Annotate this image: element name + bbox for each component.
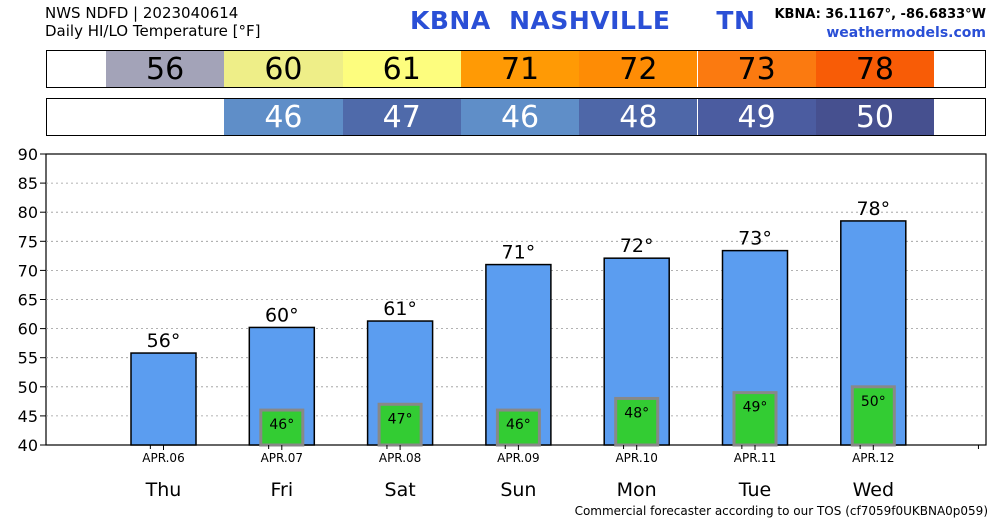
- y-tick-label: 50: [18, 378, 38, 397]
- low-temp-bar: [732, 391, 778, 447]
- y-tick-label: 75: [18, 232, 38, 251]
- high-temp-bar: [130, 352, 197, 446]
- high-temp-strip: 56 60 61 71 72 73 78: [46, 50, 986, 88]
- low-temp-label: 49°: [743, 400, 768, 416]
- y-tick-label: 80: [18, 203, 38, 222]
- y-tick-label: 40: [18, 436, 38, 455]
- low-temp-label: 46°: [269, 417, 294, 433]
- site-link[interactable]: weathermodels.com: [826, 25, 986, 41]
- coords-label: KBNA: 36.1167°, -86.6833°W: [774, 7, 986, 22]
- low-temp-label: 47°: [388, 411, 413, 427]
- high-temp-label: 56°: [147, 330, 181, 352]
- low-temp-label: 48°: [624, 405, 649, 421]
- y-tick-label: 85: [18, 174, 38, 193]
- high-temp-label: 73°: [738, 228, 772, 250]
- footer-note: Commercial forecaster according to our T…: [574, 504, 988, 518]
- y-tick-label: 60: [18, 320, 38, 339]
- date-label: APR.11: [734, 451, 776, 465]
- date-label: APR.09: [497, 451, 539, 465]
- day-label: Sat: [385, 479, 416, 501]
- header-right: KBNA: 36.1167°, -86.6833°W weathermodels…: [774, 6, 986, 42]
- low-temp-bar: [614, 396, 660, 447]
- day-label: Sun: [500, 479, 536, 501]
- date-label: APR.10: [615, 451, 657, 465]
- low-temp-cell: 50: [815, 99, 935, 135]
- high-temp-cell: 78: [815, 51, 935, 87]
- station-title: KBNA NASHVILLE TN: [410, 6, 756, 35]
- high-temp-label: 71°: [502, 242, 536, 264]
- y-tick-label: 55: [18, 349, 38, 368]
- low-temp-cell: 47: [342, 99, 461, 135]
- low-temp-cell: 49: [697, 99, 816, 135]
- y-tick-label: 45: [18, 407, 38, 426]
- date-label: APR.08: [379, 451, 421, 465]
- high-temp-label: 78°: [856, 198, 890, 220]
- day-label: Tue: [738, 479, 771, 501]
- y-tick-label: 90: [18, 145, 38, 164]
- low-temp-bar: [850, 385, 896, 447]
- date-label: APR.06: [142, 451, 184, 465]
- header-left: NWS NDFD | 2023040614 Daily HI/LO Temper…: [45, 4, 261, 40]
- high-temp-cell: 73: [697, 51, 816, 87]
- date-label: APR.07: [261, 451, 303, 465]
- day-label: Wed: [853, 479, 894, 501]
- low-temp-bar: [259, 408, 305, 447]
- low-temp-cell: 46: [224, 99, 343, 135]
- day-label: Mon: [617, 479, 657, 501]
- temperature-chart: 40 45 50 55 60 65 70 75 80 85 90 56° APR.06 Thu 60° 46°…: [18, 145, 987, 501]
- y-tick-label: 65: [18, 291, 38, 310]
- high-temp-cell: 61: [342, 51, 461, 87]
- day-label: Thu: [145, 479, 182, 501]
- high-temp-cell: 56: [106, 51, 225, 87]
- low-temp-label: 50°: [861, 394, 886, 410]
- high-temp-cell: 71: [460, 51, 580, 87]
- high-temp-cell: 72: [579, 51, 698, 87]
- low-temp-strip: 46 47 46 48 49 50: [46, 98, 986, 136]
- low-temp-bar: [495, 408, 541, 447]
- high-temp-label: 61°: [383, 298, 417, 320]
- low-temp-label: 46°: [506, 417, 531, 433]
- low-temp-cell: 48: [579, 99, 698, 135]
- chart-subtitle: Daily HI/LO Temperature [°F]: [45, 22, 261, 40]
- high-temp-label: 60°: [265, 304, 299, 326]
- high-temp-label: 72°: [620, 235, 654, 257]
- date-label: APR.12: [852, 451, 894, 465]
- low-temp-cell: 46: [460, 99, 580, 135]
- source-line: NWS NDFD | 2023040614: [45, 4, 239, 22]
- high-temp-cell: 60: [224, 51, 343, 87]
- day-label: Fri: [270, 479, 293, 501]
- low-temp-bar: [377, 402, 423, 447]
- y-tick-label: 70: [18, 261, 38, 280]
